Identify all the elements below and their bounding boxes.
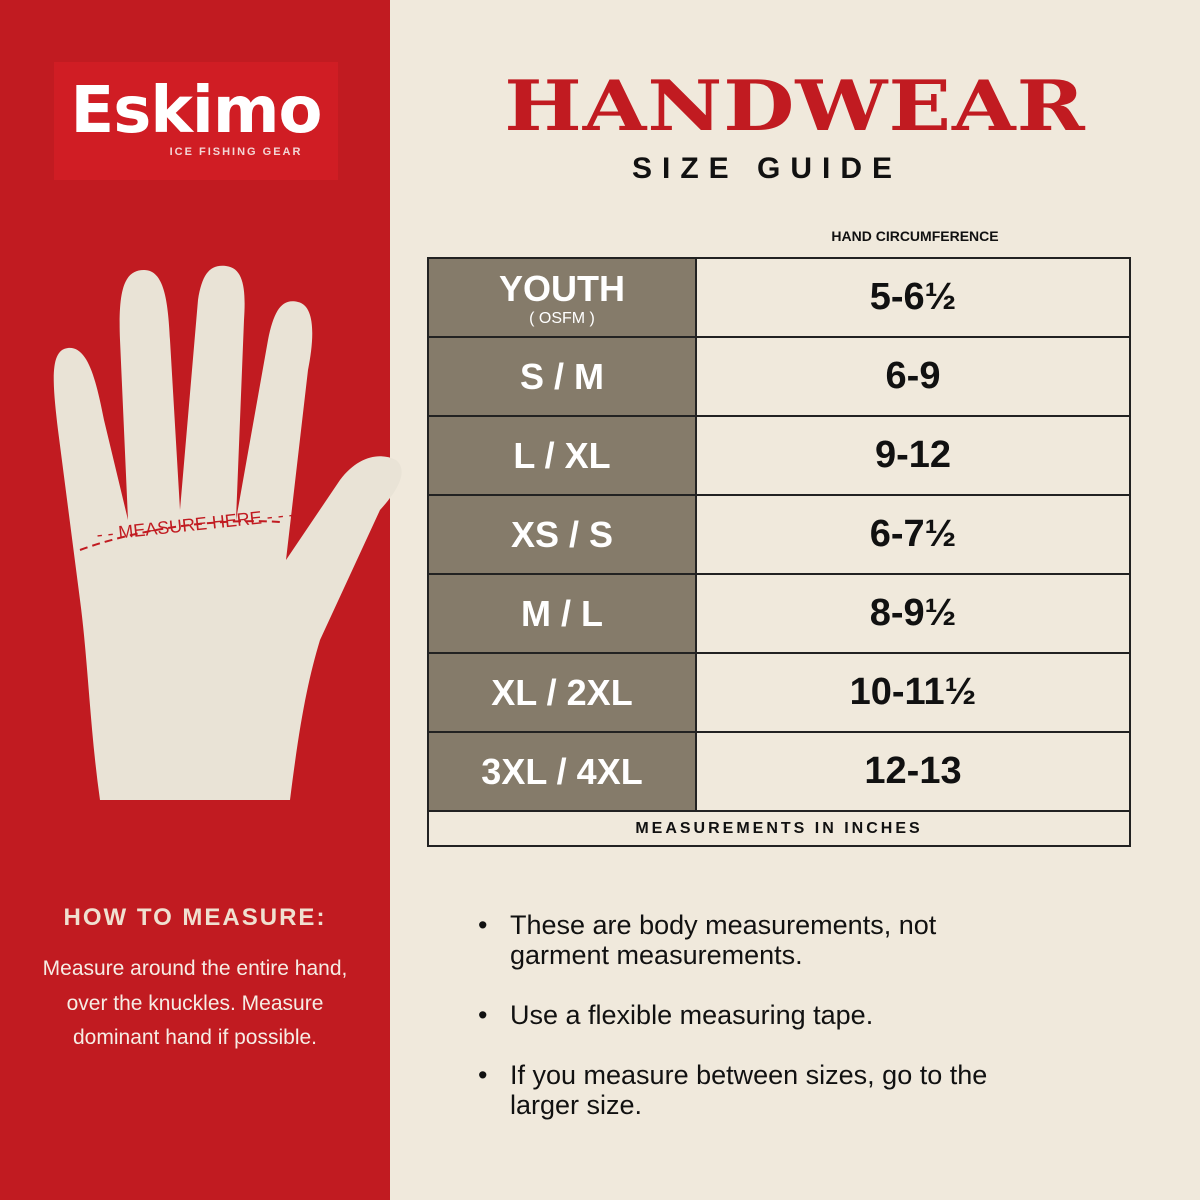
value-cell: 6-9 xyxy=(695,336,1131,417)
table-row: XL / 2XL 10-11½ xyxy=(427,652,1131,733)
size-cell: XS / S xyxy=(427,494,697,575)
note-text: Use a flexible measuring tape. xyxy=(510,1000,874,1030)
table-row: S / M 6-9 xyxy=(427,336,1131,417)
logo-brand: Eskimo xyxy=(70,74,323,148)
notes-list: • These are body measurements, not garmen… xyxy=(478,910,1038,1150)
table-row: L / XL 9-12 xyxy=(427,415,1131,496)
size-label: YOUTH xyxy=(499,267,625,309)
bullet-icon: • xyxy=(478,1000,488,1030)
value-cell: 9-12 xyxy=(695,415,1131,496)
table-row: 3XL / 4XL 12-13 xyxy=(427,731,1131,812)
eskimo-logo: Eskimo ICE FISHING GEAR xyxy=(54,62,338,180)
size-cell: S / M xyxy=(427,336,697,417)
list-item: • Use a flexible measuring tape. xyxy=(478,1000,1038,1030)
value-cell: 6-7½ xyxy=(695,494,1131,575)
value-cell: 8-9½ xyxy=(695,573,1131,654)
table-footer: MEASUREMENTS IN INCHES xyxy=(427,810,1131,847)
how-to-measure-title: HOW TO MEASURE: xyxy=(63,904,327,931)
page-title: HANDWEAR xyxy=(504,65,1086,147)
size-cell: M / L xyxy=(427,573,697,654)
page-subtitle: SIZE GUIDE xyxy=(632,152,903,185)
size-cell: 3XL / 4XL xyxy=(427,731,697,812)
value-cell: 10-11½ xyxy=(695,652,1131,733)
table-row: XS / S 6-7½ xyxy=(427,494,1131,575)
size-note: ( OSFM ) xyxy=(529,309,595,327)
list-item: • These are body measurements, not garmen… xyxy=(478,910,1038,970)
bullet-icon: • xyxy=(478,910,488,940)
column-header: HAND CIRCUMFERENCE xyxy=(831,228,999,244)
size-cell: XL / 2XL xyxy=(427,652,697,733)
hand-illustration: - - MEASURE HERE - - - xyxy=(53,265,402,800)
size-table: YOUTH( OSFM ) 5-6½ S / M 6-9 L / XL 9-12 XS… xyxy=(427,257,1131,847)
how-to-measure-text: Measure around the entire hand, over the… xyxy=(42,957,348,1049)
value-cell: 12-13 xyxy=(695,731,1131,812)
table-footer-row: MEASUREMENTS IN INCHES xyxy=(427,810,1131,847)
note-text: These are body measurements, not garment… xyxy=(510,910,937,970)
list-item: • If you measure between sizes, go to the… xyxy=(478,1060,1038,1120)
value-cell: 5-6½ xyxy=(695,257,1131,338)
size-cell: L / XL xyxy=(427,415,697,496)
table-row: YOUTH( OSFM ) 5-6½ xyxy=(427,257,1131,338)
note-text: If you measure between sizes, go to the … xyxy=(510,1060,988,1120)
bullet-icon: • xyxy=(478,1060,488,1090)
size-cell: YOUTH( OSFM ) xyxy=(427,257,697,338)
left-panel: Eskimo ICE FISHING GEAR - - MEASURE HERE… xyxy=(0,0,402,1200)
table-row: M / L 8-9½ xyxy=(427,573,1131,654)
logo-tagline: ICE FISHING GEAR xyxy=(169,146,303,158)
